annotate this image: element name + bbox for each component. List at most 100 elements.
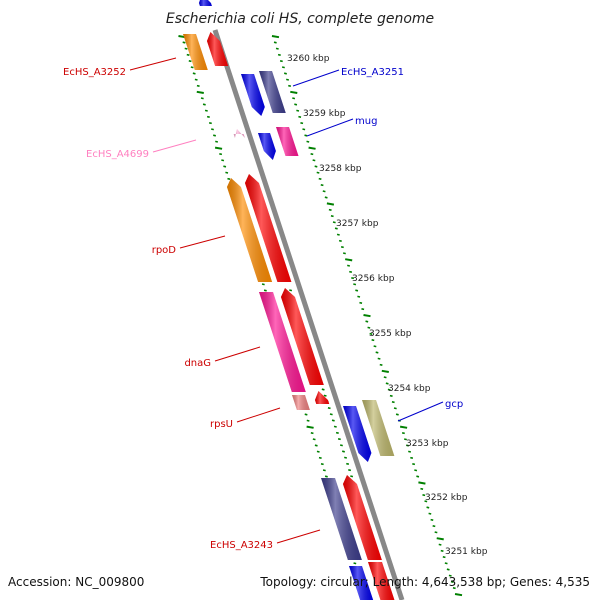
- track-tick: [298, 115, 302, 118]
- track-tick: [214, 146, 223, 150]
- track-tick: [208, 122, 212, 125]
- track-tick: [414, 469, 418, 472]
- track-tick: [314, 444, 318, 447]
- gene-label: dnaG: [184, 358, 211, 369]
- scale-tick-label: 3255 kbp: [369, 329, 412, 339]
- outer-tick-track-right: [271, 35, 463, 597]
- track-tick: [296, 109, 300, 112]
- backbone-line: [212, 29, 405, 600]
- feature-track: [183, 0, 395, 600]
- track-tick: [329, 413, 333, 416]
- track-tick: [324, 196, 328, 199]
- scale-tick-label: 3259 kbp: [303, 109, 346, 119]
- track-tick: [408, 450, 412, 453]
- track-tick: [391, 401, 395, 404]
- feature-rpod-orange-shade: [226, 178, 273, 282]
- track-tick: [410, 456, 414, 459]
- track-tick: [337, 438, 341, 441]
- track-tick: [377, 357, 381, 360]
- gene-label: rpoD: [152, 245, 177, 256]
- track-tick: [387, 388, 391, 391]
- scale-tick-label: 3253 kbp: [406, 439, 449, 449]
- track-tick: [404, 438, 407, 441]
- track-tick: [353, 283, 357, 286]
- track-tick: [288, 84, 292, 87]
- scale-tick-label: 3252 kbp: [425, 493, 468, 503]
- track-tick: [367, 326, 371, 329]
- track-tick: [200, 97, 204, 100]
- track-tick: [351, 277, 355, 280]
- gene-leader-line: [276, 529, 321, 544]
- scale-tick-label: 3256 kbp: [352, 274, 395, 284]
- summary-text: Topology: circular; Length: 4,643,538 bp…: [259, 575, 590, 589]
- track-tick: [204, 109, 208, 112]
- track-tick: [308, 146, 316, 150]
- track-tick: [333, 425, 337, 428]
- track-tick: [359, 301, 363, 304]
- feature-arrow-top-shade: [198, 0, 212, 6]
- gene-leader-line: [397, 401, 444, 422]
- feature-echs-a4699-shade: [233, 129, 245, 138]
- track-tick: [340, 246, 344, 249]
- track-tick: [318, 177, 322, 180]
- track-tick: [335, 431, 339, 434]
- track-tick: [331, 419, 335, 422]
- track-tick: [210, 128, 214, 131]
- track-tick: [428, 512, 432, 515]
- gene-leader-line: [292, 69, 340, 87]
- track-tick: [444, 562, 448, 565]
- gene-leader-line: [236, 407, 281, 423]
- gene-leader-line: [179, 235, 226, 249]
- track-tick: [320, 463, 324, 466]
- track-tick: [202, 103, 206, 106]
- track-tick: [383, 376, 387, 379]
- map-title: Escherichia coli HS, complete genome: [166, 11, 434, 27]
- feature-bottom-cyan-shade: [349, 566, 374, 600]
- track-tick: [442, 556, 446, 559]
- track-tick: [283, 72, 287, 75]
- track-tick: [306, 419, 310, 422]
- track-tick: [406, 444, 409, 447]
- track-tick: [316, 450, 320, 453]
- scale-tick-label: 3251 kbp: [445, 547, 488, 557]
- track-tick: [320, 184, 324, 187]
- track-tick: [275, 47, 279, 50]
- track-tick: [271, 35, 280, 39]
- track-tick: [454, 593, 463, 597]
- track-tick: [353, 562, 357, 565]
- track-tick: [369, 332, 373, 335]
- track-tick: [321, 388, 325, 391]
- feature-rpod-red-shade: [244, 174, 292, 282]
- track-tick: [279, 60, 283, 63]
- accession-text: Accession: NC_009800: [8, 575, 144, 589]
- track-tick: [261, 283, 265, 286]
- track-tick: [221, 159, 225, 162]
- track-tick: [306, 140, 310, 143]
- track-tick: [223, 165, 227, 168]
- feature-echs-a3243-red-shade: [342, 475, 382, 560]
- feature-echs-a3252-orange-shade: [183, 34, 208, 70]
- track-tick: [182, 41, 186, 44]
- track-tick: [196, 84, 200, 87]
- track-tick: [312, 438, 316, 441]
- track-tick: [327, 407, 331, 410]
- track-tick: [430, 518, 434, 521]
- gene-label: EcHS_A3243: [210, 540, 273, 551]
- feature-echs-a3243-navy-shade: [321, 478, 362, 560]
- gene-label: rpsU: [210, 419, 233, 430]
- track-tick: [219, 153, 223, 156]
- track-tick: [412, 463, 416, 466]
- track-tick: [440, 549, 444, 552]
- feature-rpsu-red-shade: [314, 391, 330, 404]
- track-tick: [302, 128, 306, 131]
- track-tick: [286, 78, 289, 81]
- feature-gcp-olive-shade: [362, 400, 395, 456]
- track-tick: [342, 252, 346, 255]
- track-tick: [184, 47, 188, 50]
- track-tick: [448, 574, 452, 577]
- track-tick: [373, 345, 377, 348]
- feature-bottom-red-shade: [368, 562, 395, 600]
- track-tick: [436, 537, 444, 541]
- track-tick: [225, 171, 229, 174]
